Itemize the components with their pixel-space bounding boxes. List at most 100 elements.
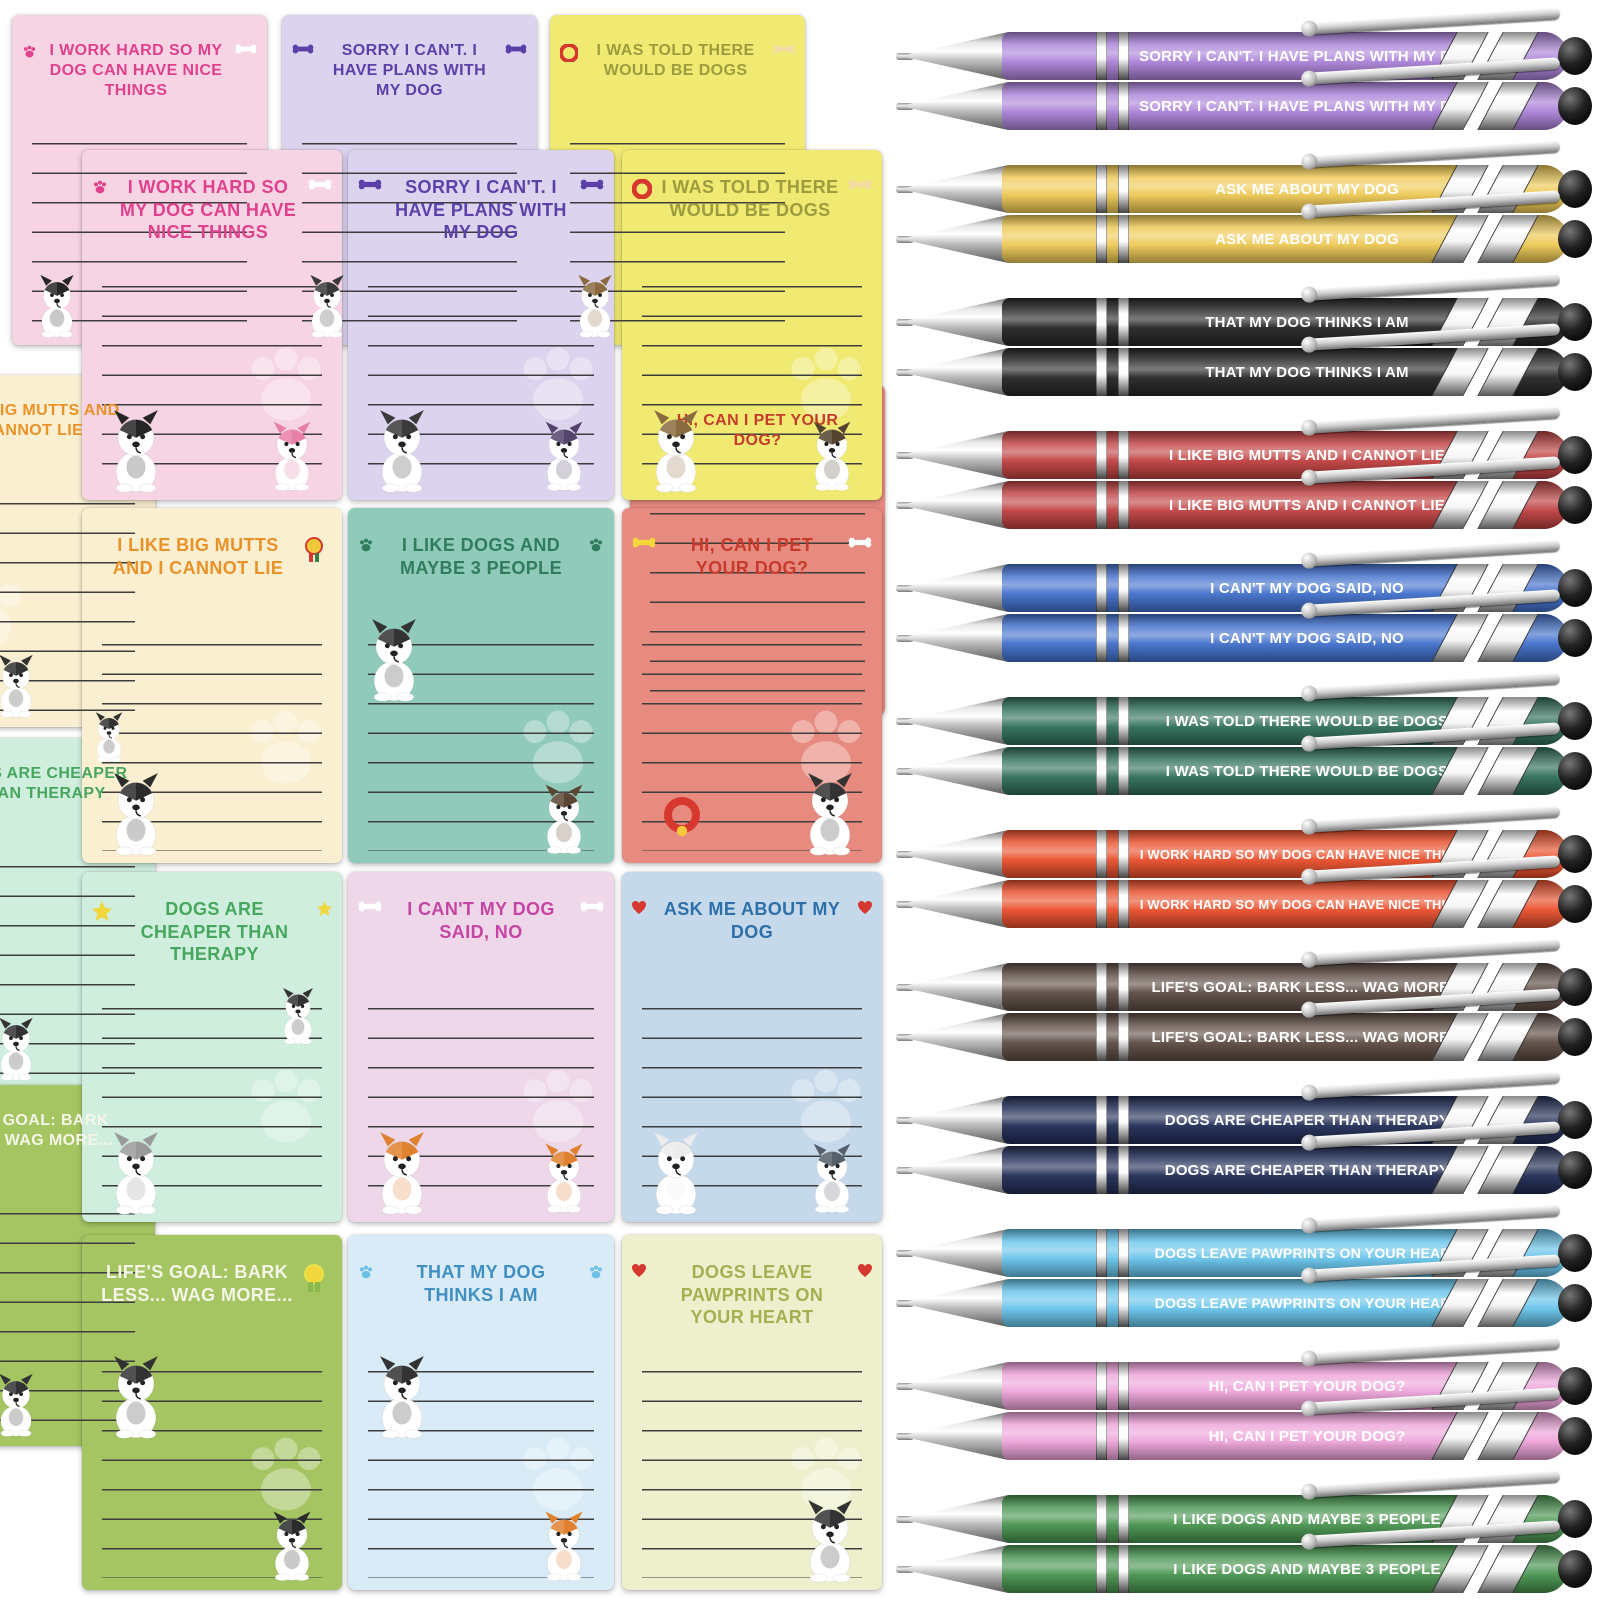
medal-icon xyxy=(305,537,324,562)
pen-pair-pawprints: DOGS LEAVE PAWPRINTS ON YOUR HEART DOGS … xyxy=(896,1204,1596,1329)
pen-quote: I WORK HARD SO MY DOG CAN HAVE NICE THIN… xyxy=(1139,896,1475,912)
pen-cone xyxy=(908,697,1008,745)
pad-header: I WAS TOLD THERE WOULD BE DOGS xyxy=(632,176,872,221)
pen-quote: DOGS LEAVE PAWPRINTS ON YOUR HEART xyxy=(1154,1245,1460,1261)
pen-quote: SORRY I CAN'T. I HAVE PLANS WITH MY DOG xyxy=(1139,47,1475,65)
dog-icon xyxy=(260,1510,324,1582)
pen-clip xyxy=(1307,1470,1561,1498)
dog-icon xyxy=(532,1142,596,1214)
pen-ballpoint-tip xyxy=(896,901,914,908)
heart-icon xyxy=(632,1264,646,1277)
pen-ballpoint-tip xyxy=(896,1117,914,1124)
pen-cone xyxy=(908,564,1008,612)
pen-cone xyxy=(908,431,1008,479)
pen-pair-maybe-3: I LIKE DOGS AND MAYBE 3 PEOPLE I LIKE DO… xyxy=(896,1470,1596,1595)
pen-ballpoint-tip xyxy=(896,1034,914,1041)
pen-thinks: THAT MY DOG THINKS I AM xyxy=(896,273,1596,346)
dog-icon xyxy=(532,1510,596,1582)
pen-pet-dog: HI, CAN I PET YOUR DOG? xyxy=(896,1337,1596,1410)
pen-quote: I CAN'T MY DOG SAID, NO xyxy=(1210,629,1404,647)
pad-quote: LIFE'S GOAL: BARK LESS... WAG MORE... xyxy=(0,1112,114,1149)
pen-cone xyxy=(908,298,1008,346)
pen-cone xyxy=(908,165,1008,213)
pen-barrel: DOGS ARE CHEAPER THAN THERAPY xyxy=(1002,1096,1458,1144)
pen-cone xyxy=(908,82,1008,130)
pen-pair-cheaper: DOGS ARE CHEAPER THAN THERAPY DOGS ARE C… xyxy=(896,1071,1596,1196)
pad-quote: I LIKE BIG MUTTS AND I CANNOT LIE xyxy=(112,535,284,578)
dog-icon xyxy=(638,1130,714,1216)
pen-barrel: DOGS LEAVE PAWPRINTS ON YOUR HEART xyxy=(1002,1279,1459,1327)
pen-cone xyxy=(908,963,1008,1011)
dog-icon xyxy=(792,1498,868,1584)
pen-said-no: I CAN'T MY DOG SAID, NO xyxy=(896,589,1596,662)
pen-clip xyxy=(1307,140,1561,168)
pen-cone xyxy=(908,1013,1008,1061)
pen-pair-thinks: THAT MY DOG THINKS I AM THAT MY DOG THIN… xyxy=(896,273,1596,398)
pad-quote: DOGS LEAVE PAWPRINTS ON YOUR HEART xyxy=(680,1262,824,1327)
dog-icon xyxy=(800,420,864,492)
pen-pair-big-mutts: I LIKE BIG MUTTS AND I CANNOT LIE I LIKE… xyxy=(896,406,1596,531)
pen-barrel: I LIKE DOGS AND MAYBE 3 PEOPLE xyxy=(1002,1495,1458,1543)
pen-ballpoint-tip xyxy=(896,236,914,243)
pen-ask-me: ASK ME ABOUT MY DOG xyxy=(896,190,1596,263)
dog-icon xyxy=(638,408,714,494)
pen-thinks: THAT MY DOG THINKS I AM xyxy=(896,323,1596,396)
pen-clip xyxy=(1307,406,1561,434)
paw-icon xyxy=(358,1264,374,1280)
bone-icon xyxy=(580,179,604,190)
pen-cone xyxy=(908,1096,1008,1144)
pen-sorry: SORRY I CAN'T. I HAVE PLANS WITH MY DOG xyxy=(896,7,1596,80)
pad-header: DOGS ARE CHEAPER THAN THERAPY xyxy=(0,764,145,804)
pad-header: ASK ME ABOUT MY DOG xyxy=(632,898,872,943)
memo-pad-said-no-large: I CAN'T MY DOG SAID, NO xyxy=(348,872,614,1222)
pen-clip xyxy=(1307,938,1561,966)
pad-quote: I LIKE DOGS AND MAYBE 3 PEOPLE xyxy=(400,535,562,578)
pad-quote: SORRY I CAN'T. I HAVE PLANS WITH MY DOG xyxy=(395,177,567,242)
pen-clip xyxy=(1307,1337,1561,1365)
pen-quote: I LIKE BIG MUTTS AND I CANNOT LIE xyxy=(1168,446,1446,464)
pad-header: THAT MY DOG THINKS I AM xyxy=(358,1261,604,1306)
pen-cone xyxy=(908,1146,1008,1194)
heart-icon xyxy=(858,901,872,914)
pen-ballpoint-tip xyxy=(896,502,914,509)
pen-clip xyxy=(1307,1071,1561,1099)
pen-stylus-tip xyxy=(1558,968,1592,1006)
bone-icon xyxy=(580,901,604,912)
pen-stylus-tip xyxy=(1558,569,1592,607)
pen-ballpoint-tip xyxy=(896,186,914,193)
dog-icon xyxy=(98,408,174,494)
pad-quote: I CAN'T MY DOG SAID, NO xyxy=(407,899,555,942)
pad-header: I WORK HARD SO MY DOG CAN HAVE NICE THIN… xyxy=(92,176,332,244)
pen-stylus-tip xyxy=(1558,1550,1592,1588)
pen-barrel: HI, CAN I PET YOUR DOG? xyxy=(1002,1362,1458,1410)
bone-icon xyxy=(848,537,872,548)
pen-barrel: HI, CAN I PET YOUR DOG? xyxy=(1002,1412,1458,1460)
pen-ballpoint-tip xyxy=(896,851,914,858)
pen-quote: LIFE'S GOAL: BARK LESS... WAG MORE... xyxy=(1151,978,1463,996)
pad-header: HI, CAN I PET YOUR DOG? xyxy=(640,411,875,451)
pen-ballpoint-tip xyxy=(896,1516,914,1523)
pen-stylus-tip xyxy=(1558,752,1592,790)
pen-big-mutts: I LIKE BIG MUTTS AND I CANNOT LIE xyxy=(896,456,1596,529)
pad-quote: ASK ME ABOUT MY DOG xyxy=(663,899,841,942)
pen-stylus-tip xyxy=(1558,1101,1592,1139)
pen-cone xyxy=(908,1412,1008,1460)
dog-icon xyxy=(532,420,596,492)
memo-pad-lifes-goal-large: LIFE'S GOAL: BARK LESS... WAG MORE... xyxy=(82,1235,342,1590)
pen-stylus-tip xyxy=(1558,37,1592,75)
pen-barrel: DOGS ARE CHEAPER THAN THERAPY xyxy=(1002,1146,1458,1194)
pen-cheaper: DOGS ARE CHEAPER THAN THERAPY xyxy=(896,1071,1596,1144)
pen-quote: I CAN'T MY DOG SAID, NO xyxy=(1210,579,1404,597)
paw-icon xyxy=(358,537,374,553)
bone-icon xyxy=(358,901,382,912)
pen-quote: I WORK HARD SO MY DOG CAN HAVE NICE THIN… xyxy=(1139,846,1475,862)
memo-pad-sorry-large: SORRY I CAN'T. I HAVE PLANS WITH MY DOG xyxy=(348,150,614,500)
pen-quote: DOGS LEAVE PAWPRINTS ON YOUR HEART xyxy=(1154,1295,1460,1311)
pen-stylus-tip xyxy=(1558,1417,1592,1455)
pad-quote: THAT MY DOG THINKS I AM xyxy=(416,1262,546,1305)
pen-cone xyxy=(908,830,1008,878)
pen-barrel: I WORK HARD SO MY DOG CAN HAVE NICE THIN… xyxy=(1002,880,1474,928)
pen-quote: DOGS ARE CHEAPER THAN THERAPY xyxy=(1164,1111,1450,1129)
pen-cone xyxy=(908,1362,1008,1410)
pen-ballpoint-tip xyxy=(896,1300,914,1307)
